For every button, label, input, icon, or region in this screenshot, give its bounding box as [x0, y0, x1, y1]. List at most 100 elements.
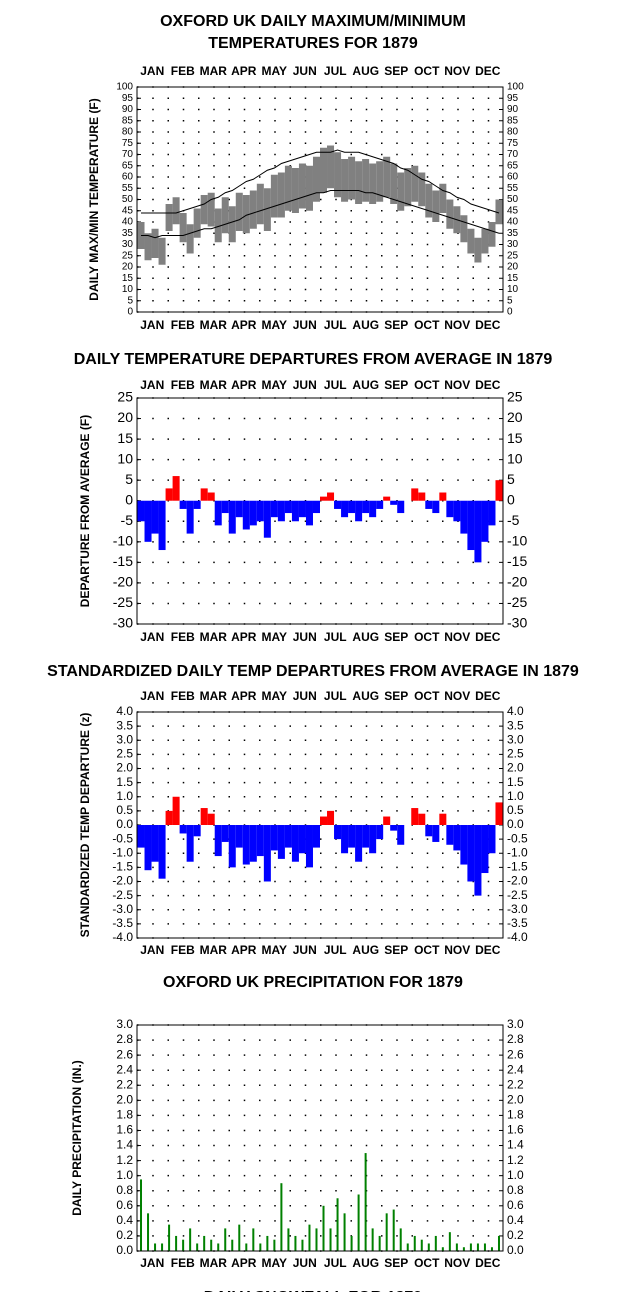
month-label: NOV — [444, 1256, 470, 1270]
temp-range — [404, 168, 412, 207]
y-tick-label: 95 — [507, 93, 519, 104]
y-tick-label: 2.4 — [507, 1062, 524, 1076]
y-tick-label: 1.6 — [507, 1123, 524, 1137]
precip-bar — [168, 1224, 171, 1251]
departure-bar — [179, 500, 187, 509]
y-tick-label: -4.0 — [112, 930, 133, 944]
departure-bar — [383, 496, 391, 501]
y-tick-label: 35 — [507, 228, 519, 239]
y-tick-label: -1.5 — [112, 860, 133, 874]
y-tick-label: 0.0 — [116, 1243, 133, 1257]
departure-bar — [277, 825, 285, 859]
y-tick-label: -1.0 — [507, 845, 528, 859]
y-tick-label: 1.2 — [116, 1153, 133, 1167]
departure-bar — [488, 500, 496, 526]
departure-bar — [284, 825, 292, 848]
y-tick-label: 4.0 — [507, 704, 524, 718]
departure-bar — [362, 825, 370, 848]
departure-bar — [298, 500, 306, 518]
month-label: MAR — [200, 689, 228, 703]
precip-bar — [182, 1239, 185, 1251]
temp-range — [488, 222, 496, 247]
temp-range — [334, 152, 342, 198]
temp-range — [165, 204, 173, 231]
departure-bar — [418, 813, 426, 825]
precip-bar — [245, 1243, 248, 1251]
y-tick-label: 1.4 — [507, 1138, 524, 1152]
departure-bar — [298, 825, 306, 854]
chart-title: OXFORD UK DAILY MAXIMUM/MINIMUM — [160, 13, 466, 30]
month-label: JUL — [324, 64, 347, 78]
departure-bar — [270, 825, 278, 851]
month-label: OCT — [414, 1256, 440, 1270]
precip-bar — [483, 1243, 486, 1251]
precip-bar — [392, 1209, 395, 1251]
y-tick-label: 2.4 — [116, 1062, 133, 1076]
y-tick-label: 5 — [127, 295, 133, 306]
precip-bar — [385, 1213, 388, 1251]
y-tick-label: 3.5 — [116, 718, 133, 732]
departure-bar — [249, 825, 257, 862]
month-label: OCT — [414, 689, 440, 703]
y-tick-label: -20 — [113, 574, 133, 590]
precip-bar — [154, 1243, 157, 1251]
month-label: APR — [231, 630, 257, 644]
departure-bar — [137, 500, 145, 522]
y-tick-label: 5 — [507, 471, 515, 487]
precip-bar — [224, 1228, 227, 1251]
temp-range — [369, 163, 377, 204]
y-axis-label: STANDARDIZED TEMP DEPARTURE (z) — [78, 713, 92, 938]
plot-frame — [136, 711, 504, 939]
departure-bar — [277, 500, 285, 522]
y-tick-label: 1.0 — [507, 789, 524, 803]
y-tick-label: 1.0 — [116, 789, 133, 803]
departure-bar — [411, 808, 419, 825]
precip-bar — [280, 1183, 283, 1251]
y-tick-label: 1.2 — [507, 1153, 524, 1167]
month-label: JAN — [140, 378, 164, 392]
y-tick-label: 2.2 — [507, 1077, 524, 1091]
temp-range — [425, 183, 433, 218]
precip-bar — [308, 1224, 311, 1251]
departure-bar — [263, 825, 271, 882]
precip-bar — [399, 1228, 402, 1251]
precip-bar — [420, 1239, 423, 1251]
y-tick-label: 2.6 — [116, 1047, 133, 1061]
temp-range — [144, 233, 152, 261]
departure-bar — [312, 825, 320, 848]
departure-bar — [320, 816, 328, 825]
y-tick-label: 2.0 — [116, 761, 133, 775]
departure-bar — [291, 825, 299, 862]
y-axis-label: DAILY PRECIPITATION (IN.) — [70, 1060, 84, 1216]
month-label: APR — [231, 318, 257, 332]
departure-bar — [348, 825, 356, 848]
departure-bar — [207, 813, 215, 825]
departure-bar — [355, 825, 363, 862]
month-label: APR — [231, 943, 257, 957]
month-label: JUN — [293, 630, 317, 644]
departure-bar — [256, 500, 264, 522]
precip-bar — [364, 1153, 367, 1251]
month-label: JUL — [324, 378, 347, 392]
y-tick-label: -25 — [113, 594, 133, 610]
temp-range — [158, 237, 166, 265]
month-label: JAN — [140, 64, 164, 78]
departure-bar — [312, 500, 320, 514]
departure-bar — [327, 810, 335, 825]
month-label: MAY — [261, 378, 287, 392]
y-tick-label: 1.0 — [116, 1168, 133, 1182]
departure-bar — [467, 825, 475, 882]
precip-bar — [273, 1239, 276, 1251]
y-tick-label: 0.5 — [116, 803, 133, 817]
y-tick-label: 70 — [507, 149, 519, 160]
month-label: APR — [231, 64, 257, 78]
y-tick-label: -1.5 — [507, 860, 528, 874]
temp-range — [397, 172, 405, 211]
month-label: MAY — [261, 318, 287, 332]
departure-bar — [235, 825, 243, 848]
y-tick-label: 0 — [507, 307, 513, 318]
month-label: MAY — [261, 943, 287, 957]
y-tick-label: 25 — [507, 389, 523, 405]
departure-bar — [200, 808, 208, 825]
y-tick-label: 90 — [122, 104, 134, 115]
